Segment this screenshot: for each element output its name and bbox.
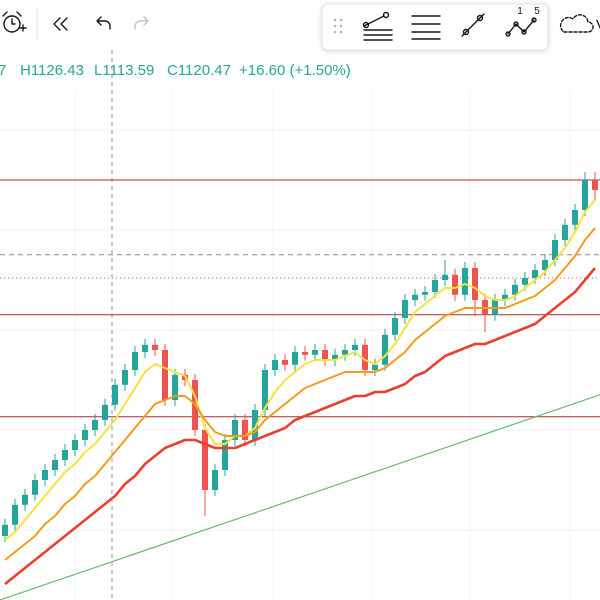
candle-body [202, 430, 208, 490]
legend-close: C1120.47 [167, 62, 231, 79]
candle-body [552, 240, 558, 260]
candle-body [42, 470, 48, 480]
pattern-label: 1 [517, 6, 523, 17]
candle-body [302, 352, 308, 355]
candle-body [462, 268, 468, 295]
moving-average [4, 227, 596, 561]
cut-label: V [596, 17, 600, 34]
parallel-lines-tool[interactable] [411, 15, 441, 40]
candle-body [342, 350, 348, 355]
drawing-panel [321, 3, 549, 51]
rewind-button[interactable] [53, 17, 68, 31]
candle-body [82, 430, 88, 440]
candle-body [522, 278, 528, 285]
candle-body [532, 270, 538, 278]
candle-body [52, 460, 58, 470]
alert-button[interactable] [2, 11, 27, 33]
candle-body [452, 274, 458, 295]
candle-body [502, 294, 508, 300]
candle-body [292, 352, 298, 365]
legend-change: +16.60 (+1.50%) [239, 62, 351, 79]
candle-body [572, 210, 578, 225]
trend-line [0, 394, 600, 600]
candle-body [22, 494, 28, 505]
candle-body [432, 280, 438, 292]
trend-angle-tool[interactable] [362, 11, 393, 41]
legend-low: L1113.59 [94, 62, 154, 79]
legend-high: H1126.43 [20, 62, 84, 79]
candle-body [592, 180, 598, 190]
candle-body [132, 352, 138, 370]
candle-body [142, 344, 148, 352]
candle-body [252, 410, 258, 440]
pattern-tool[interactable]: 1 5 [505, 6, 540, 37]
candle-body [412, 294, 418, 300]
candle-body [422, 292, 428, 295]
drag-handle[interactable] [333, 18, 343, 34]
candle-body [472, 268, 478, 300]
candle-body [312, 350, 318, 355]
candle-body [32, 480, 38, 495]
candle-body [262, 370, 268, 410]
candle-body [2, 524, 8, 536]
candle-body [352, 344, 358, 350]
candle-body [392, 318, 398, 335]
candle-body [72, 440, 78, 450]
ray-tool[interactable] [461, 13, 485, 37]
candle-body [382, 334, 388, 365]
candle-body [332, 354, 338, 360]
candle-body [272, 360, 278, 370]
toolbar: 1 5 V 7 H1126.43 L1113.59 C1120.47 +16.6… [0, 3, 600, 79]
plot [0, 172, 600, 600]
candle-body [12, 504, 18, 525]
candle-body [372, 364, 378, 370]
candle-body [152, 344, 158, 350]
candle-body [122, 370, 128, 385]
legend-open: 7 [0, 62, 6, 79]
candle-body [232, 420, 238, 440]
candle-body [222, 440, 228, 470]
grid [0, 90, 600, 600]
candle-body [172, 374, 178, 400]
redo-button[interactable] [134, 16, 149, 30]
candle-body [62, 450, 68, 460]
candle-body [102, 404, 108, 420]
candle-body [92, 420, 98, 430]
candle-body [442, 274, 448, 280]
moving-average [4, 199, 596, 541]
candle-body [162, 350, 168, 400]
candle-body [402, 300, 408, 318]
pattern-label: 5 [534, 6, 540, 17]
candle-body [582, 180, 588, 210]
moving-average [4, 267, 596, 586]
candle-body [362, 344, 368, 370]
candle-body [112, 384, 118, 405]
candle-body [322, 350, 328, 360]
candle-body [212, 470, 218, 490]
candle-body [242, 420, 248, 440]
candle-body [542, 260, 548, 270]
cloud-tool[interactable] [559, 14, 594, 33]
candle-body [282, 360, 288, 365]
undo-button[interactable] [96, 16, 111, 30]
candle-body [562, 224, 568, 240]
candle-body [512, 284, 518, 295]
